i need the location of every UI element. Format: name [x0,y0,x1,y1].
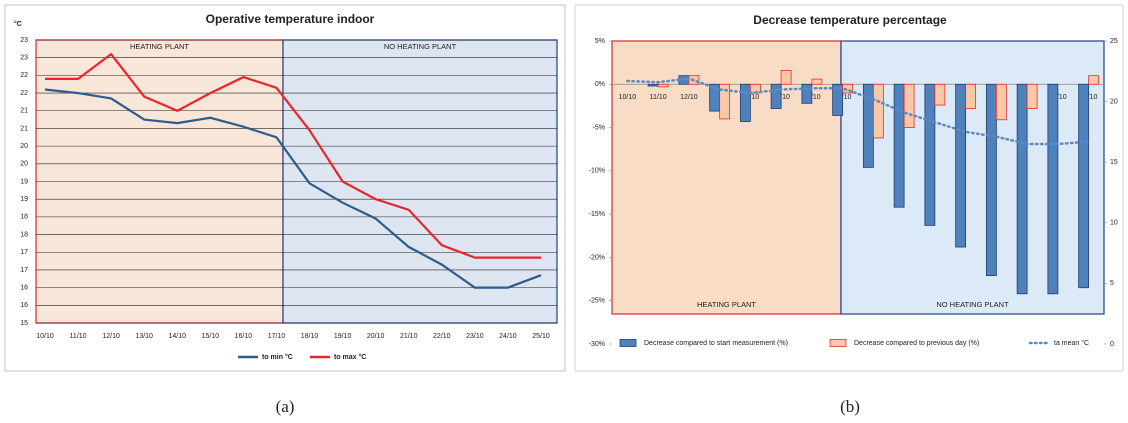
x-tick-label: 14/10 [169,333,187,340]
y-tick-label: -25% [589,298,605,305]
x-tick-label: 16/10 [235,333,253,340]
y-tick-label: 16 [20,284,28,291]
chart-title: Operative temperature indoor [206,12,375,26]
region-label: HEATING PLANT [697,300,756,309]
region-label: HEATING PLANT [130,42,189,51]
x-tick-label: 13/10 [135,333,153,340]
legend-swatch [619,339,637,347]
y-tick-label: 16 [20,302,28,309]
line-series [44,88,542,289]
bar [811,78,823,85]
y-tick-label: 23 [20,55,28,62]
line-series [45,52,541,259]
y-axis-label: °C [14,20,22,28]
bar [893,83,905,208]
y2-tick-label: 10 [1110,220,1118,227]
bar [719,83,731,120]
y2-tick-label: 25 [1110,38,1118,45]
y2-tick-label: 20 [1110,98,1118,105]
bar [995,83,1007,121]
x-tick-label: 25/10 [532,333,550,340]
bar [1088,75,1100,85]
y-tick-label: -20% [589,254,605,261]
bar [770,83,782,109]
bar [647,83,659,87]
legend-label: to min °C [262,353,293,361]
bar [801,83,813,104]
x-tick-label: 10/10 [619,94,637,101]
bar [955,83,967,248]
legend-swatch [829,339,847,347]
y2-tick-label: 0 [1110,341,1114,348]
y-tick-label: -15% [589,211,605,218]
bar [780,70,792,85]
bar [1078,83,1090,289]
x-tick-label: 24/10 [499,333,517,340]
y2-tick-label: 15 [1110,159,1118,166]
y-tick-label: 18 [20,214,28,221]
y-tick-label: 19 [20,178,28,185]
y-tick-label: -30% [589,341,605,348]
caption: (b) [840,397,860,416]
x-tick-label: 18/10 [301,333,319,340]
caption: (a) [276,397,295,416]
y-tick-label: 20 [20,143,28,150]
bar [924,83,936,226]
region-label: NO HEATING PLANT [384,42,457,51]
x-tick-label: 21/10 [400,333,418,340]
y-tick-label: 22 [20,72,28,79]
bar [1016,83,1028,295]
region-label: NO HEATING PLANT [936,300,1009,309]
y-tick-label: 22 [20,90,28,97]
region [840,40,1105,315]
x-tick-label: 15/10 [202,333,220,340]
bar [934,83,946,106]
x-tick-label: 12/10 [680,94,698,101]
bar [842,83,854,94]
x-tick-label: 11/10 [70,333,87,340]
x-tick-label: 10/10 [36,333,54,340]
x-tick-label: 19/10 [334,333,352,340]
legend-label: Decrease compared to start measurement (… [644,340,788,347]
bar [903,83,915,128]
y-tick-label: 5% [595,38,605,45]
y-tick-label: 17 [20,267,28,274]
bar [1026,83,1038,109]
y-tick-label: 0% [595,81,605,88]
y2-tick-label: 5 [1110,280,1114,287]
legend-label: ta mean °C [1054,339,1089,347]
x-tick-label: 11/10 [650,94,667,101]
bar [985,83,997,277]
bar [1047,83,1059,295]
y-tick-label: 23 [20,37,28,44]
bar [739,83,751,122]
y-tick-label: 17 [20,249,28,256]
bar [657,83,669,88]
chart-title: Decrease temperature percentage [753,13,947,27]
y-tick-label: 21 [20,125,28,132]
bar [965,83,977,109]
x-tick-label: 17/10 [268,333,286,340]
x-tick-label: 12/10 [102,333,120,340]
y-tick-label: -10% [589,168,605,175]
x-tick-label: 20/10 [367,333,385,340]
legend-label: Decrease compared to previous day (%) [854,340,979,347]
y-tick-label: 21 [20,108,28,115]
bar [832,83,844,116]
y-tick-label: 19 [20,196,28,203]
bar [872,83,884,139]
legend-label: to max °C [334,353,366,361]
y-tick-label: 18 [20,231,28,238]
y-tick-label: 15 [20,320,28,327]
x-tick-label: 23/10 [466,333,484,340]
y-tick-label: -5% [593,124,605,131]
y-tick-label: 20 [20,161,28,168]
x-tick-label: 22/10 [433,333,451,340]
line-series [626,77,1090,146]
